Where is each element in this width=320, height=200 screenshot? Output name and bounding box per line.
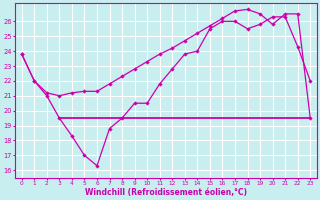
X-axis label: Windchill (Refroidissement éolien,°C): Windchill (Refroidissement éolien,°C) — [85, 188, 247, 197]
